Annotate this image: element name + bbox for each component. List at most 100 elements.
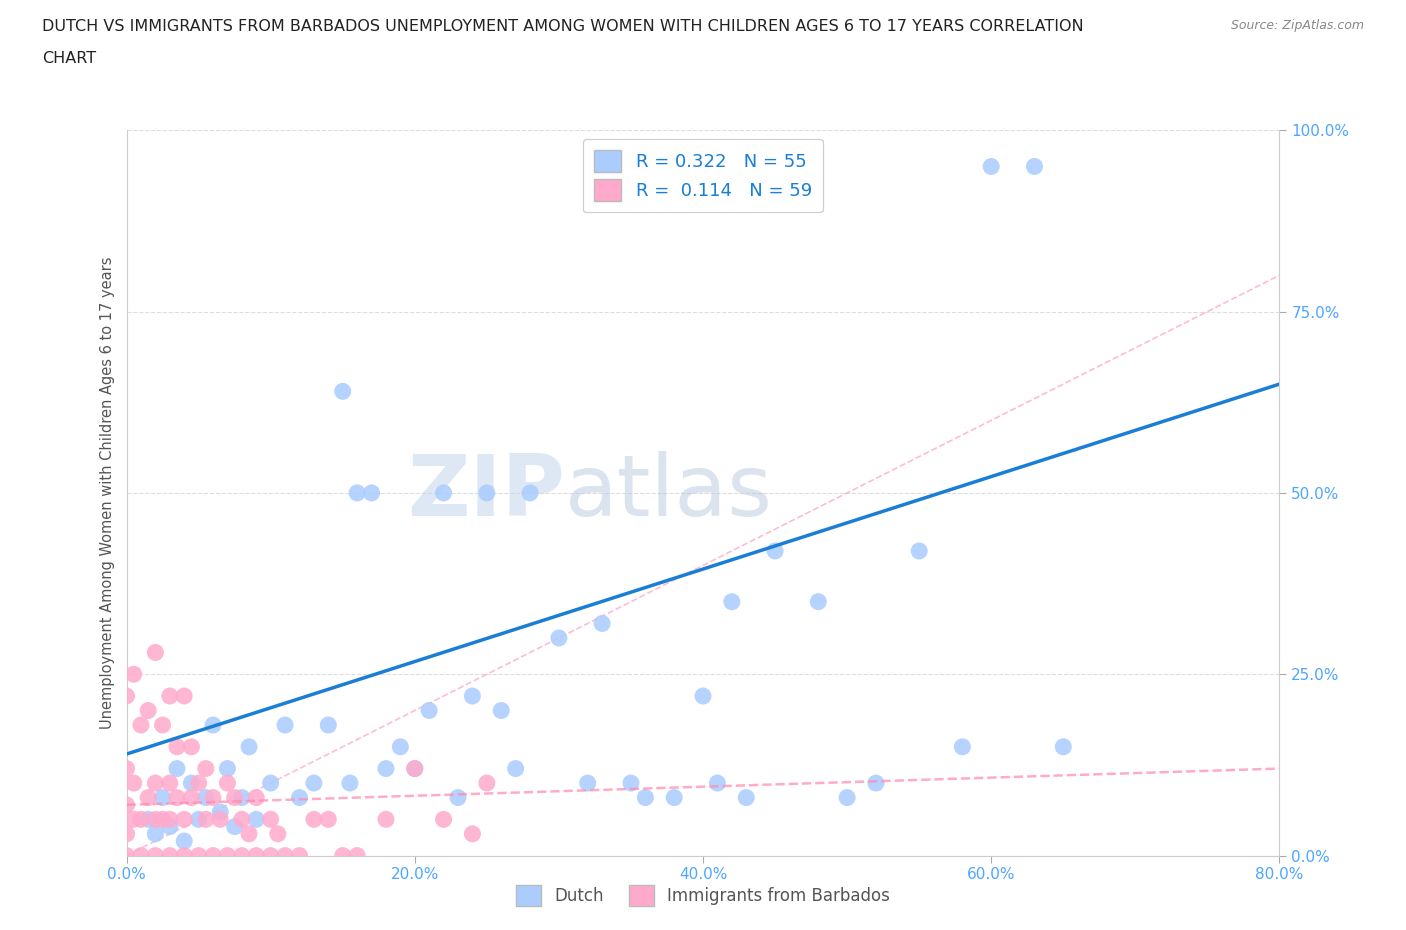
Point <box>152 812 174 827</box>
Point <box>692 688 714 703</box>
Point <box>332 384 354 399</box>
Point <box>908 543 931 558</box>
Point <box>129 812 152 827</box>
Point <box>166 761 188 776</box>
Point <box>374 761 398 776</box>
Point <box>664 790 686 805</box>
Text: CHART: CHART <box>42 51 96 66</box>
Point <box>433 812 456 827</box>
Point <box>159 688 181 703</box>
Point <box>202 848 225 863</box>
Point <box>231 848 253 863</box>
Point <box>152 718 174 733</box>
Point <box>505 761 527 776</box>
Legend: R = 0.322   N = 55, R =  0.114   N = 59: R = 0.322 N = 55, R = 0.114 N = 59 <box>583 140 823 212</box>
Point <box>302 812 325 827</box>
Point <box>136 812 159 827</box>
Point <box>339 776 361 790</box>
Point <box>576 776 599 790</box>
Point <box>1052 739 1074 754</box>
Point <box>173 812 195 827</box>
Point <box>187 812 209 827</box>
Point <box>194 761 217 776</box>
Point <box>346 848 368 863</box>
Point <box>1024 159 1046 174</box>
Point <box>418 703 440 718</box>
Point <box>259 776 281 790</box>
Point <box>245 812 267 827</box>
Point <box>129 718 152 733</box>
Point <box>238 739 260 754</box>
Point <box>115 761 138 776</box>
Point <box>720 594 742 609</box>
Point <box>591 616 613 631</box>
Point <box>115 797 138 812</box>
Point <box>231 812 253 827</box>
Point <box>173 848 195 863</box>
Point <box>245 848 267 863</box>
Point <box>360 485 382 500</box>
Point <box>318 812 340 827</box>
Point <box>288 790 311 805</box>
Text: DUTCH VS IMMIGRANTS FROM BARBADOS UNEMPLOYMENT AMONG WOMEN WITH CHILDREN AGES 6 : DUTCH VS IMMIGRANTS FROM BARBADOS UNEMPL… <box>42 19 1084 33</box>
Point <box>735 790 758 805</box>
Text: Source: ZipAtlas.com: Source: ZipAtlas.com <box>1230 19 1364 32</box>
Point <box>159 812 181 827</box>
Point <box>122 776 145 790</box>
Point <box>238 827 260 842</box>
Point <box>231 790 253 805</box>
Text: ZIP: ZIP <box>406 451 565 535</box>
Point <box>950 739 973 754</box>
Point <box>180 776 202 790</box>
Point <box>187 848 209 863</box>
Point <box>433 485 456 500</box>
Point <box>145 827 166 842</box>
Point <box>634 790 657 805</box>
Text: atlas: atlas <box>565 451 773 535</box>
Point <box>274 848 297 863</box>
Point <box>224 819 246 834</box>
Point <box>807 594 830 609</box>
Point <box>202 790 225 805</box>
Point <box>620 776 643 790</box>
Point <box>145 645 166 660</box>
Point <box>245 790 267 805</box>
Point <box>159 819 181 834</box>
Point <box>209 812 232 827</box>
Point <box>159 776 181 790</box>
Point <box>202 718 225 733</box>
Point <box>173 833 195 848</box>
Point <box>274 718 297 733</box>
Legend: Dutch, Immigrants from Barbados: Dutch, Immigrants from Barbados <box>509 879 897 912</box>
Point <box>136 703 159 718</box>
Point <box>180 790 202 805</box>
Point <box>209 804 232 819</box>
Point <box>706 776 728 790</box>
Point <box>461 688 484 703</box>
Point <box>447 790 470 805</box>
Point <box>835 790 858 805</box>
Point <box>115 688 138 703</box>
Point <box>145 812 166 827</box>
Point <box>475 485 498 500</box>
Point <box>374 812 398 827</box>
Y-axis label: Unemployment Among Women with Children Ages 6 to 17 years: Unemployment Among Women with Children A… <box>100 257 115 729</box>
Point <box>187 776 209 790</box>
Point <box>318 718 340 733</box>
Point <box>122 812 145 827</box>
Point <box>404 761 426 776</box>
Point <box>194 812 217 827</box>
Point <box>475 776 498 790</box>
Point <box>122 667 145 682</box>
Point <box>115 848 138 863</box>
Point <box>224 790 246 805</box>
Point <box>145 848 166 863</box>
Point <box>519 485 541 500</box>
Point <box>548 631 571 645</box>
Point <box>461 827 484 842</box>
Point <box>267 827 290 842</box>
Point <box>259 812 281 827</box>
Point <box>332 848 354 863</box>
Point <box>346 485 368 500</box>
Point <box>166 739 188 754</box>
